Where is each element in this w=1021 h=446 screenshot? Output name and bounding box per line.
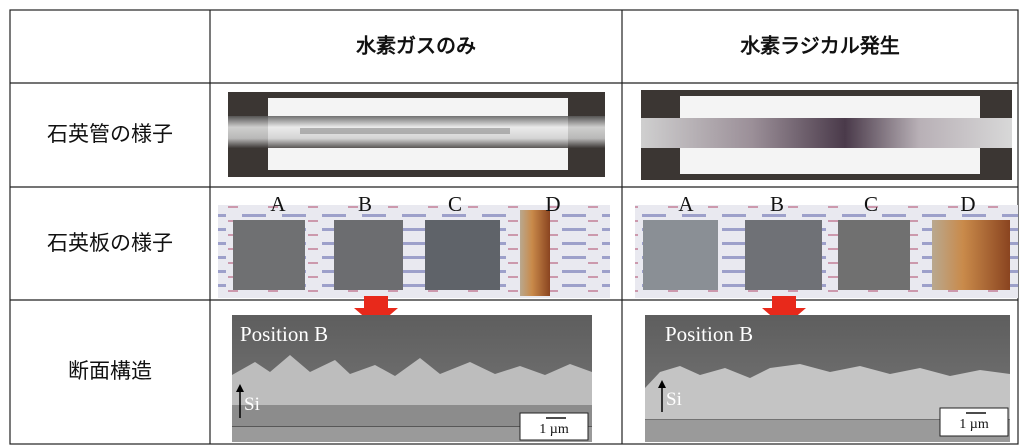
column-header: 水素ラジカル発生 (740, 34, 900, 58)
plate-photo (635, 205, 1018, 298)
page: 水素ガスのみ 水素ラジカル発生石英管の様子石英板の様子断面構造 A B C D A B C D Po… (0, 0, 1021, 446)
position-label: Position B (240, 322, 328, 346)
plate-photo (218, 205, 610, 298)
scale-bar-label: 1 µm (539, 422, 569, 437)
row-label: 石英管の様子 (47, 122, 173, 146)
sample-label: A (270, 192, 286, 216)
sample-label: B (770, 192, 784, 216)
substrate-label: Si (666, 389, 682, 410)
tube-photo (641, 90, 1012, 180)
substrate-label: Si (244, 394, 260, 415)
sample-label: D (960, 192, 975, 216)
sample-label: C (864, 192, 878, 216)
sample-label: B (358, 192, 372, 216)
tube-photo (228, 92, 605, 177)
sample-label: A (678, 192, 694, 216)
scale-bar-label: 1 µm (959, 417, 989, 432)
sample-label: C (448, 192, 462, 216)
position-label: Position B (665, 322, 753, 346)
column-header: 水素ガスのみ (356, 34, 476, 58)
row-label: 石英板の様子 (47, 231, 173, 255)
sample-label: D (545, 192, 560, 216)
row-label: 断面構造 (68, 359, 152, 383)
